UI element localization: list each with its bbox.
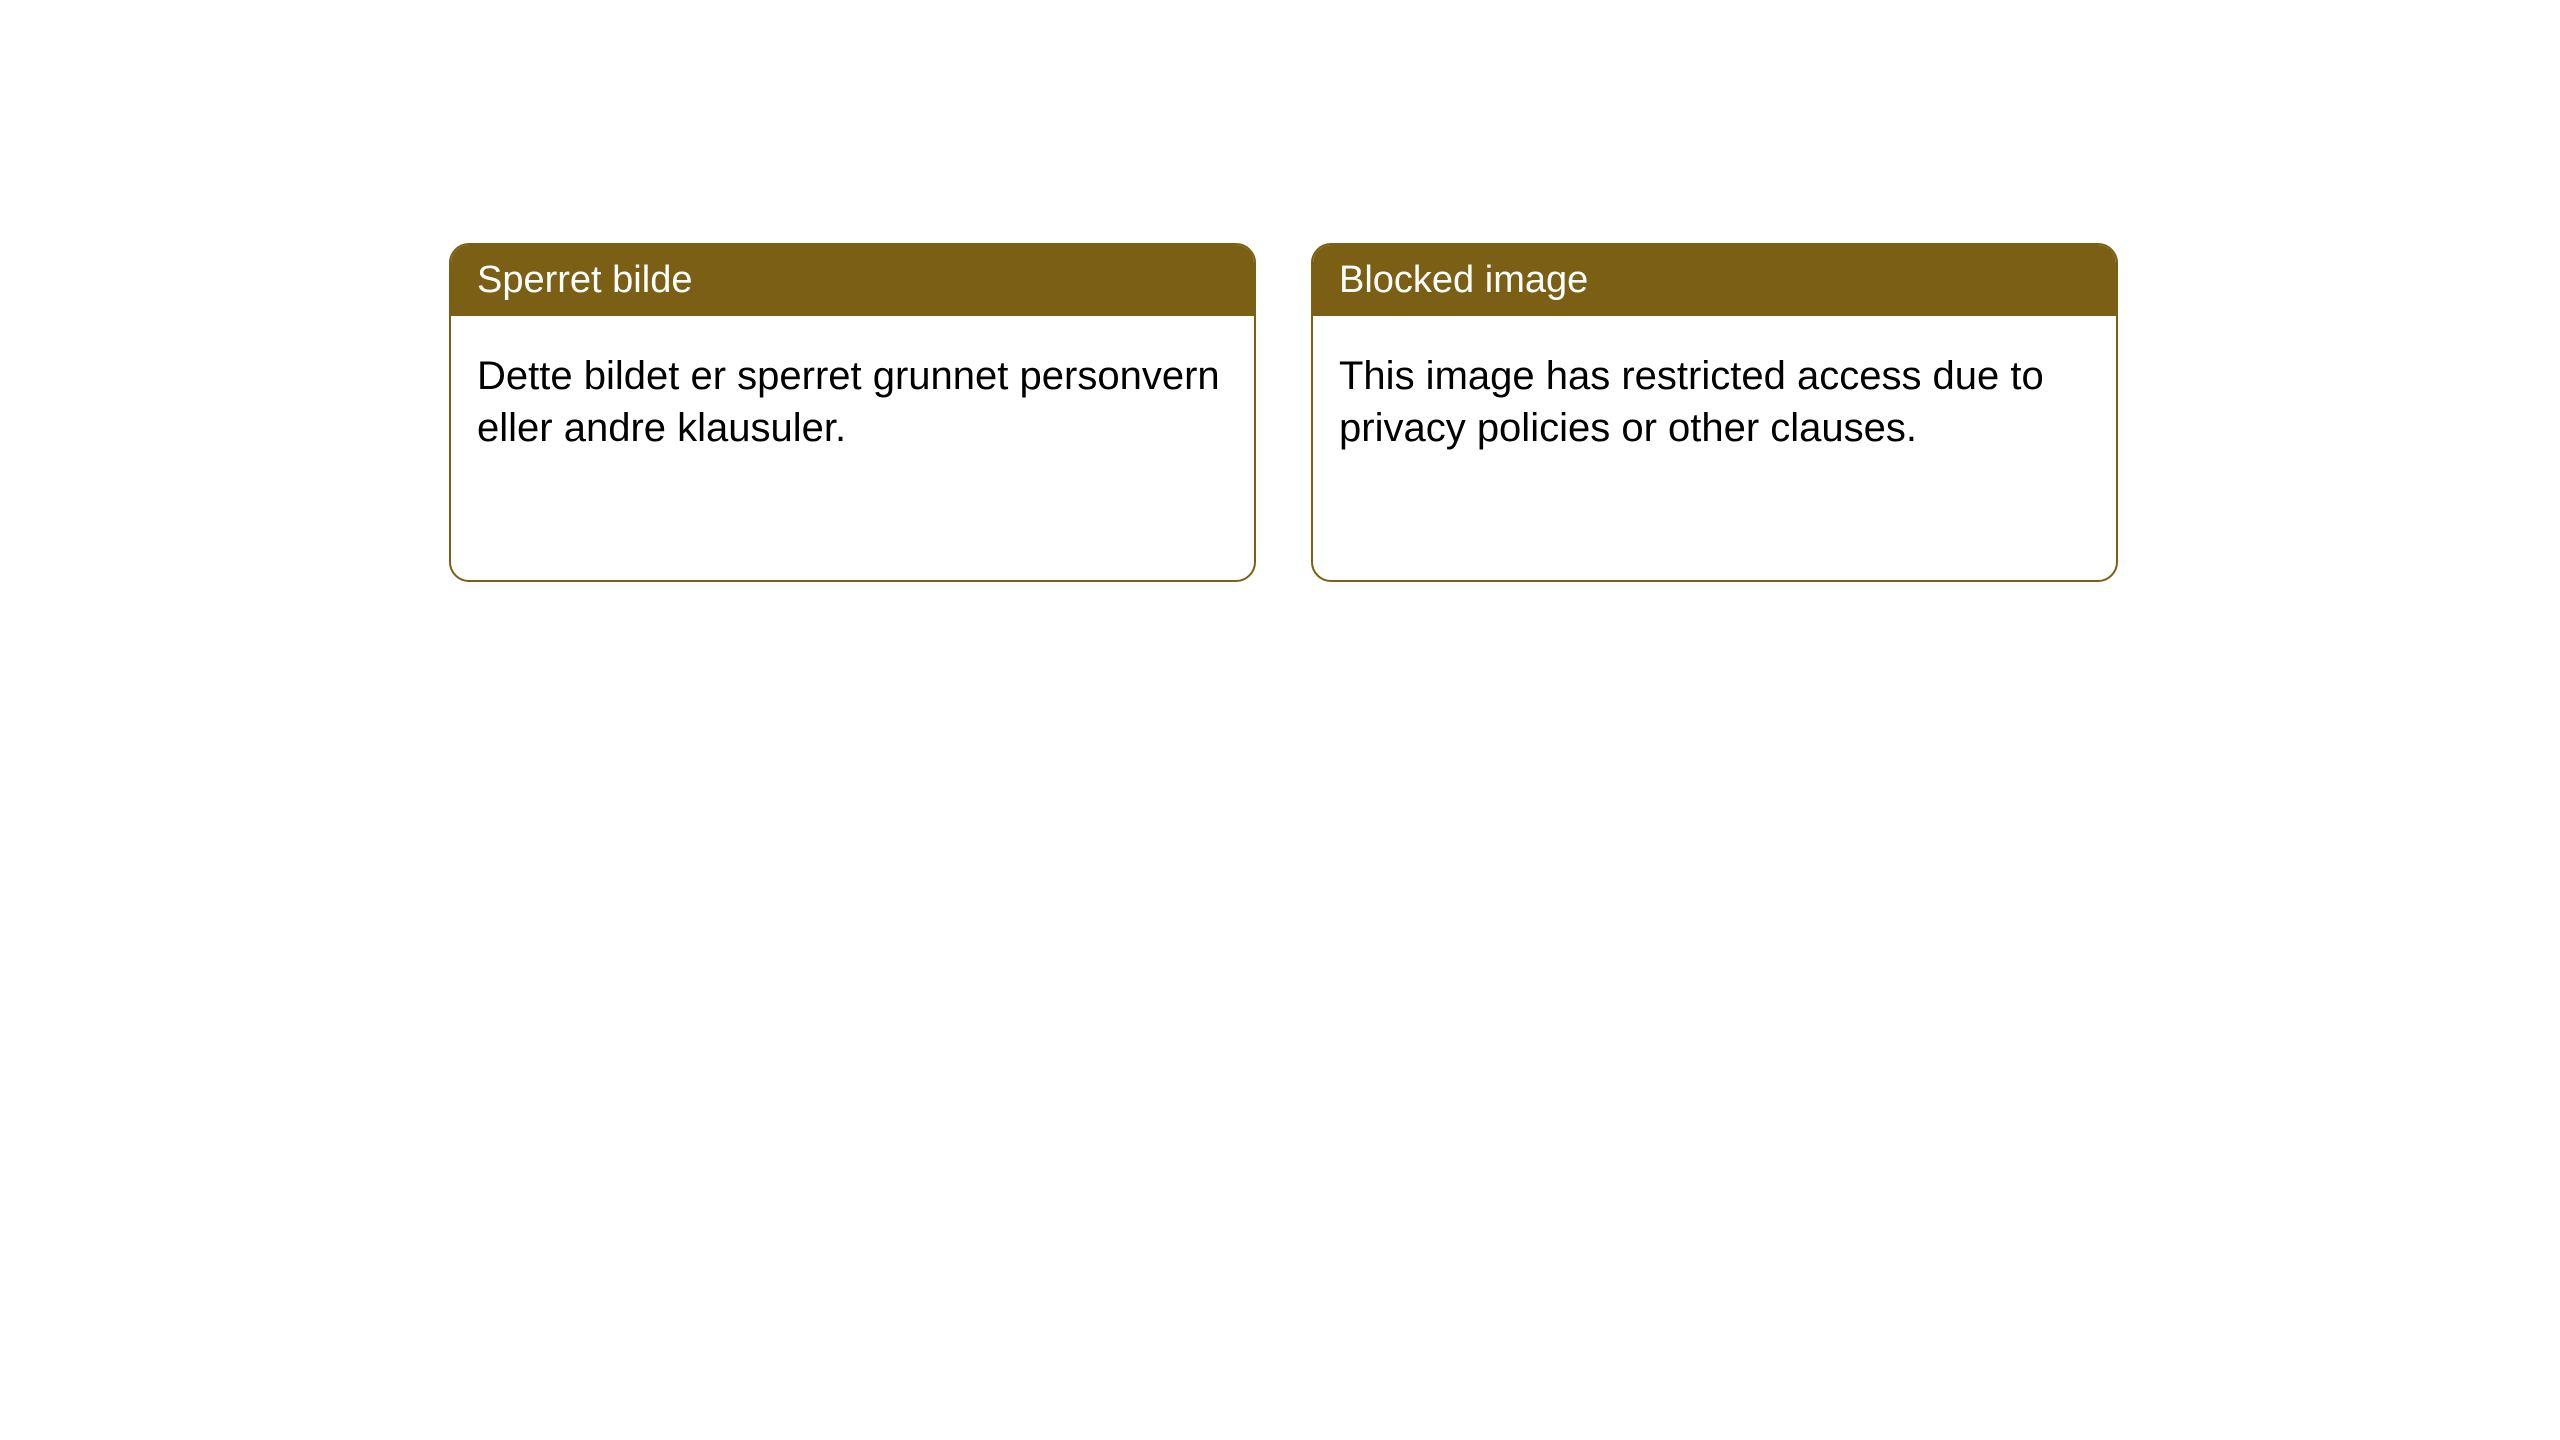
blocked-image-card-en: Blocked image This image has restricted … <box>1311 243 2118 582</box>
cards-container: Sperret bilde Dette bildet er sperret gr… <box>0 0 2560 582</box>
card-body: This image has restricted access due to … <box>1313 316 2116 488</box>
card-header: Blocked image <box>1313 245 2116 316</box>
card-title: Blocked image <box>1339 259 1588 301</box>
card-body-text: This image has restricted access due to … <box>1339 354 2044 450</box>
card-body-text: Dette bildet er sperret grunnet personve… <box>477 354 1220 450</box>
card-title: Sperret bilde <box>477 259 692 301</box>
card-header: Sperret bilde <box>451 245 1254 316</box>
card-body: Dette bildet er sperret grunnet personve… <box>451 316 1254 488</box>
blocked-image-card-no: Sperret bilde Dette bildet er sperret gr… <box>449 243 1256 582</box>
